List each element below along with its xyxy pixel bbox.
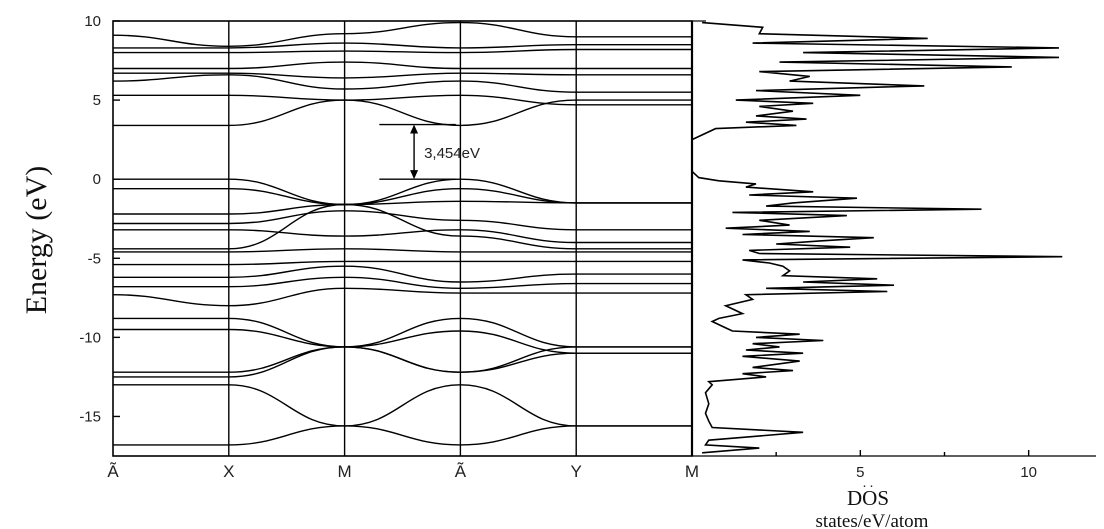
dos-x-ticks-group: 5 10 (691, 450, 1037, 481)
gap-arrowhead-up (410, 124, 419, 134)
y-tick-label: -15 (79, 408, 101, 425)
band-line (113, 248, 692, 253)
dos-panel: 5 10 DOS . . states/eV/atom (690, 20, 1096, 529)
dos-units-label: states/eV/atom (816, 511, 929, 529)
band-line (113, 317, 692, 373)
y-tick-label: 0 (93, 171, 101, 188)
k-point-lines-group (228, 21, 577, 456)
band-line (113, 99, 692, 127)
band-line (113, 260, 692, 266)
y-axis-label: Energy (eV) (20, 166, 53, 315)
dos-x-tick-label: 10 (1020, 464, 1037, 481)
band-line (112, 229, 692, 244)
y-tick-label: 5 (93, 92, 101, 109)
band-plot-frame (112, 20, 693, 457)
band-line (113, 203, 692, 250)
dos-curve (691, 21, 1063, 454)
band-gap-annotation: 3,454eV (379, 123, 480, 180)
band-line (112, 425, 692, 446)
band-line (112, 61, 692, 70)
band-line (112, 72, 692, 79)
band-line (113, 48, 692, 54)
band-lines-group (112, 21, 693, 446)
k-point-label: M (338, 462, 352, 481)
band-line (112, 317, 692, 348)
dos-axis-dots: . . (863, 476, 874, 491)
band-line (113, 178, 692, 206)
band-line (112, 276, 692, 290)
y-ticks-group: 10 5 0 -5 -10 -15 (79, 13, 120, 425)
band-line (112, 287, 692, 307)
dos-axis-label: DOS (847, 486, 889, 510)
k-point-label: M (685, 462, 699, 481)
band-line (113, 384, 692, 427)
k-point-label: X (223, 462, 234, 481)
band-line (112, 74, 692, 93)
k-point-label: Ã (455, 462, 467, 481)
y-tick-label: 10 (84, 13, 101, 30)
band-line (113, 265, 692, 283)
y-tick-label: -5 (88, 250, 101, 267)
band-gap-label: 3,454eV (424, 145, 480, 162)
band-line (112, 21, 692, 48)
k-point-label: Y (571, 462, 582, 481)
gap-arrowhead-down (410, 170, 419, 180)
band-structure-panel: 10 5 0 -5 -10 -15 Ã X M Ã Y M 3,454eV (79, 13, 699, 481)
band-line (113, 330, 692, 378)
k-point-label: Ã (107, 462, 119, 481)
dos-x-tick-label: 5 (856, 464, 864, 481)
y-tick-label: -10 (79, 329, 101, 346)
band-line (113, 42, 692, 49)
band-line (113, 187, 692, 206)
band-line (113, 210, 692, 231)
band-line (112, 94, 693, 106)
